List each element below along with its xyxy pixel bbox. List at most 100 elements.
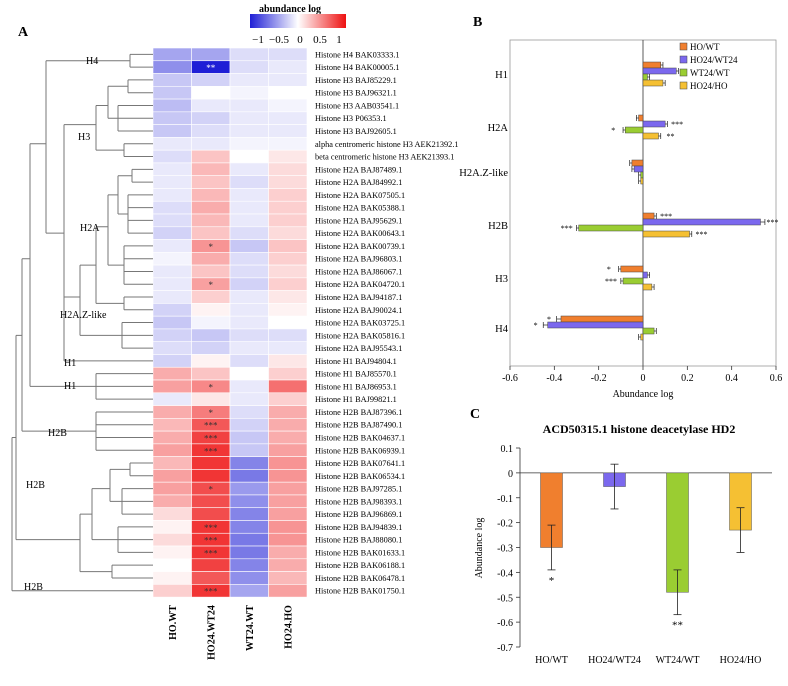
heatmap-cell (191, 175, 231, 189)
heatmap-cell (229, 405, 269, 419)
heatmap: **************************** (152, 47, 308, 598)
heatmap-cell (229, 481, 269, 496)
heatmap-cell (268, 149, 308, 164)
colorbar-tick-label: 0.5 (313, 34, 327, 46)
heatmap-cell (268, 379, 308, 394)
dendrogram-branch (123, 245, 153, 285)
heatmap-row-labels: Histone H4 BAK03333.1 Histone H4 BAK00005… (315, 50, 459, 595)
heatmap-cell (229, 213, 269, 228)
chart-c-ytick-label: -0.1 (497, 494, 513, 505)
heatmap-significance-star: *** (204, 587, 218, 597)
chart-b-bar (642, 327, 655, 335)
heatmap-significance-star: * (209, 242, 214, 252)
heatmap-cell (152, 162, 192, 176)
dendrogram-cluster-label: H2B (48, 428, 67, 439)
chart-c-category-label: WT24/WT (656, 655, 700, 666)
heatmap-cell (152, 558, 192, 572)
dendrogram-cluster-label: H1 (64, 358, 76, 369)
heatmap-cell (229, 137, 269, 151)
heatmap-cell (229, 571, 269, 585)
heatmap-cell (152, 277, 192, 291)
chart-b-category-label: H1 (495, 70, 508, 81)
chart-b-bar (631, 159, 644, 167)
chart-b-significance-star: ** (667, 132, 675, 141)
panel-b-label: B (473, 15, 482, 30)
heatmap-cell (268, 366, 308, 381)
chart-c-category-label: HO24/HO (720, 655, 762, 666)
heatmap-cell (229, 520, 269, 534)
chart-b-bar (620, 265, 644, 273)
heatmap-significance-star: * (209, 485, 214, 495)
chart-b-bar (547, 321, 644, 329)
dendrogram-cluster-label: H2A.Z-like (60, 310, 107, 321)
dendrogram-branch (63, 124, 96, 361)
heatmap-row-label: Histone H2B BAK07641.1 (315, 459, 405, 468)
heatmap-cell (268, 405, 308, 419)
heatmap-row-label: Histone H2A BAK00739.1 (315, 242, 405, 251)
chart-b-bar (560, 315, 644, 323)
chart-b-bar (622, 277, 644, 285)
heatmap-cell (268, 469, 308, 483)
chart-b-significance-star: *** (660, 212, 672, 221)
heatmap-cell (229, 124, 269, 138)
chart-b-bar (642, 79, 664, 87)
dendrogram-branch (117, 104, 153, 132)
chart-c-ytick-label: -0.5 (497, 593, 513, 604)
heatmap-column-label: HO24.WT24 (207, 605, 218, 660)
heatmap-cell (229, 239, 269, 253)
heatmap-significance-star: *** (204, 548, 218, 558)
heatmap-cell (229, 379, 269, 394)
heatmap-cell (229, 494, 269, 509)
heatmap-cell (229, 60, 269, 74)
heatmap-significance-star: * (209, 408, 214, 418)
heatmap-cell (191, 111, 231, 125)
dendrogram-branch (123, 296, 153, 311)
heatmap-cell (268, 175, 308, 189)
heatmap-cell (268, 98, 308, 113)
heatmap-cell (268, 73, 308, 87)
heatmap-cell (152, 86, 192, 100)
heatmap-cell (152, 328, 192, 343)
heatmap-cell (229, 149, 269, 164)
heatmap-cell (191, 226, 231, 240)
dendrogram-branch (91, 488, 118, 541)
heatmap-cell (191, 341, 231, 355)
heatmap-cell (152, 571, 192, 585)
chart-b-xtick-label: -0.6 (502, 373, 518, 384)
heatmap-significance-star: * (209, 382, 214, 392)
heatmap-column-label: HO24.HO (284, 605, 295, 649)
heatmap-cell (229, 366, 269, 381)
heatmap-cell (152, 252, 192, 266)
chart-b-significance-star: *** (561, 224, 573, 233)
heatmap-cell (191, 98, 231, 113)
heatmap-cell (152, 418, 192, 432)
chart-b-bar (642, 132, 659, 140)
chart-c-category-label: HO/WT (535, 655, 568, 666)
heatmap-cell (268, 137, 308, 151)
heatmap-cell (268, 60, 308, 74)
chart-b-legend-label: HO24/WT24 (690, 55, 738, 65)
chart-b-bar (642, 73, 648, 81)
chart-b-legend-swatch (679, 55, 688, 64)
chart-b-bar (578, 224, 644, 232)
chart-c-ytick-label: -0.3 (497, 544, 513, 555)
heatmap-cell (268, 520, 308, 534)
chart-b: -0.6 -0.4 -0.2 0 0.2 0.4 0.6 Abundance log H1 H2A… (459, 40, 782, 400)
heatmap-cell (268, 418, 308, 432)
heatmap-cell (268, 303, 308, 317)
heatmap-cell (152, 545, 192, 560)
heatmap-cell (268, 584, 308, 598)
heatmap-cell (152, 60, 192, 74)
dendrogram-cluster-label: H2A (80, 223, 100, 234)
heatmap-cell (152, 98, 192, 113)
heatmap-cell (152, 494, 192, 509)
heatmap-cell (191, 469, 231, 483)
chart-b-significance-star: *** (605, 277, 617, 286)
heatmap-cell (152, 366, 192, 381)
heatmap-cell (229, 507, 269, 521)
heatmap-cell (229, 443, 269, 457)
heatmap-cell (268, 341, 308, 355)
heatmap-cell (191, 328, 231, 343)
heatmap-cell (152, 481, 192, 496)
heatmap-cell (268, 456, 308, 470)
